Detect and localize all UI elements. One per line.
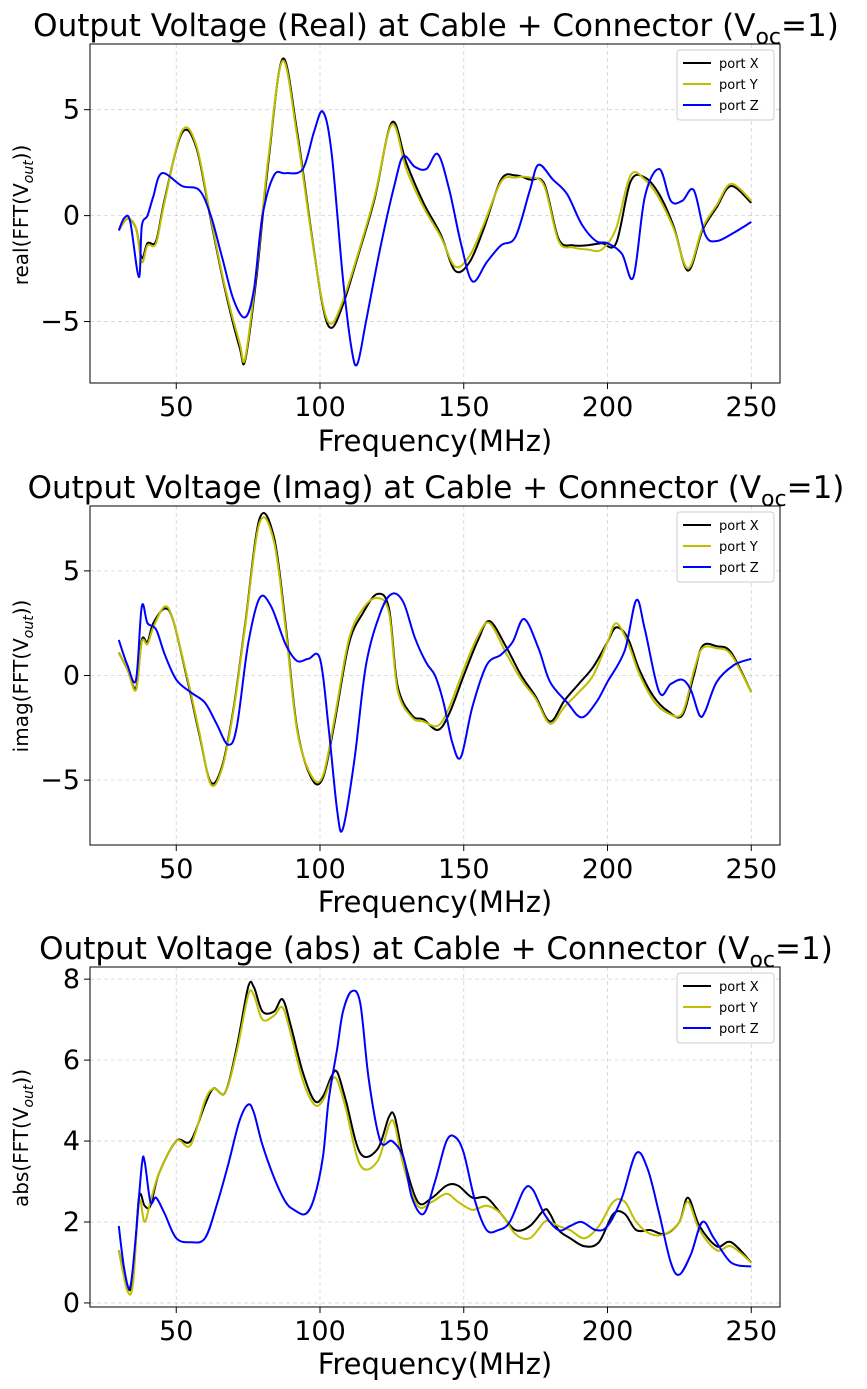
chart-title: Output Voltage (Imag) at Cable + Connect… [28,470,845,512]
y-tick-label: 6 [63,1045,80,1076]
series-line-port-y [117,516,753,787]
plot-imag: Output Voltage (Imag) at Cable + Connect… [9,470,844,919]
legend-entry: port X [719,57,759,72]
legend-entry: port Y [719,78,758,93]
x-tick-label: 50 [159,392,193,423]
y-tick-label: 5 [63,95,80,126]
series-line-port-z [117,592,752,833]
legend: port X port Y port Z [676,49,775,121]
y-axis-label: imag(FFT(Vout)) [9,600,37,753]
x-tick-label: 200 [582,854,634,885]
legend-box [676,511,775,583]
legend-entry: port Z [719,1022,759,1037]
legend-box [676,972,775,1044]
chart-title: Output Voltage (abs) at Cable + Connecto… [39,931,833,973]
series-line-port-y [117,989,752,1296]
x-tick-label: 100 [294,1316,346,1347]
axes-frame [89,966,781,1308]
y-tick-label: 2 [63,1207,80,1238]
x-tick-label: 50 [159,854,193,885]
plot-abs: Output Voltage (abs) at Cable + Connecto… [9,931,833,1381]
y-tick-label: −5 [40,307,80,338]
x-axis-label: Frequency(MHz) [318,1347,553,1381]
chart-title: Output Voltage (Real) at Cable + Connect… [33,8,839,50]
series-line-port-z [117,110,752,367]
y-tick-label: 5 [63,556,80,587]
x-tick-label: 200 [582,392,634,423]
x-tick-label: 100 [294,854,346,885]
y-tick-label: 8 [63,964,80,995]
legend-box [676,49,775,121]
legend: port X port Y port Z [676,972,775,1044]
x-tick-label: 250 [725,854,777,885]
y-tick-label: 0 [63,201,80,232]
x-axis-label: Frequency(MHz) [318,885,553,919]
x-tick-label: 150 [438,854,490,885]
x-tick-label: 200 [582,1316,634,1347]
x-tick-label: 250 [725,392,777,423]
y-axis-label: real(FFT(Vout)) [9,145,37,286]
y-tick-label: −5 [40,765,80,796]
legend-entry: port X [719,980,759,995]
legend-entry: port X [719,519,759,534]
axes-frame [89,43,781,384]
x-tick-label: 100 [294,392,346,423]
x-tick-label: 50 [159,1316,193,1347]
legend-entry: port Y [719,1001,758,1016]
series-line-port-z [117,989,752,1290]
y-tick-label: 0 [63,1288,80,1319]
legend: port X port Y port Z [676,511,775,583]
series-line-port-y [117,59,752,364]
series-line-port-x [117,980,753,1292]
x-tick-label: 150 [438,1316,490,1347]
x-tick-label: 250 [725,1316,777,1347]
x-axis-label: Frequency(MHz) [318,424,553,458]
legend-entry: port Z [719,561,759,576]
plot-real: Output Voltage (Real) at Cable + Connect… [9,8,839,458]
y-tick-label: 0 [63,661,80,692]
legend-entry: port Z [719,99,759,114]
legend-entry: port Y [719,540,758,555]
x-tick-label: 150 [438,392,490,423]
y-tick-label: 4 [63,1126,80,1157]
y-axis-label: abs(FFT(Vout)) [9,1069,37,1207]
